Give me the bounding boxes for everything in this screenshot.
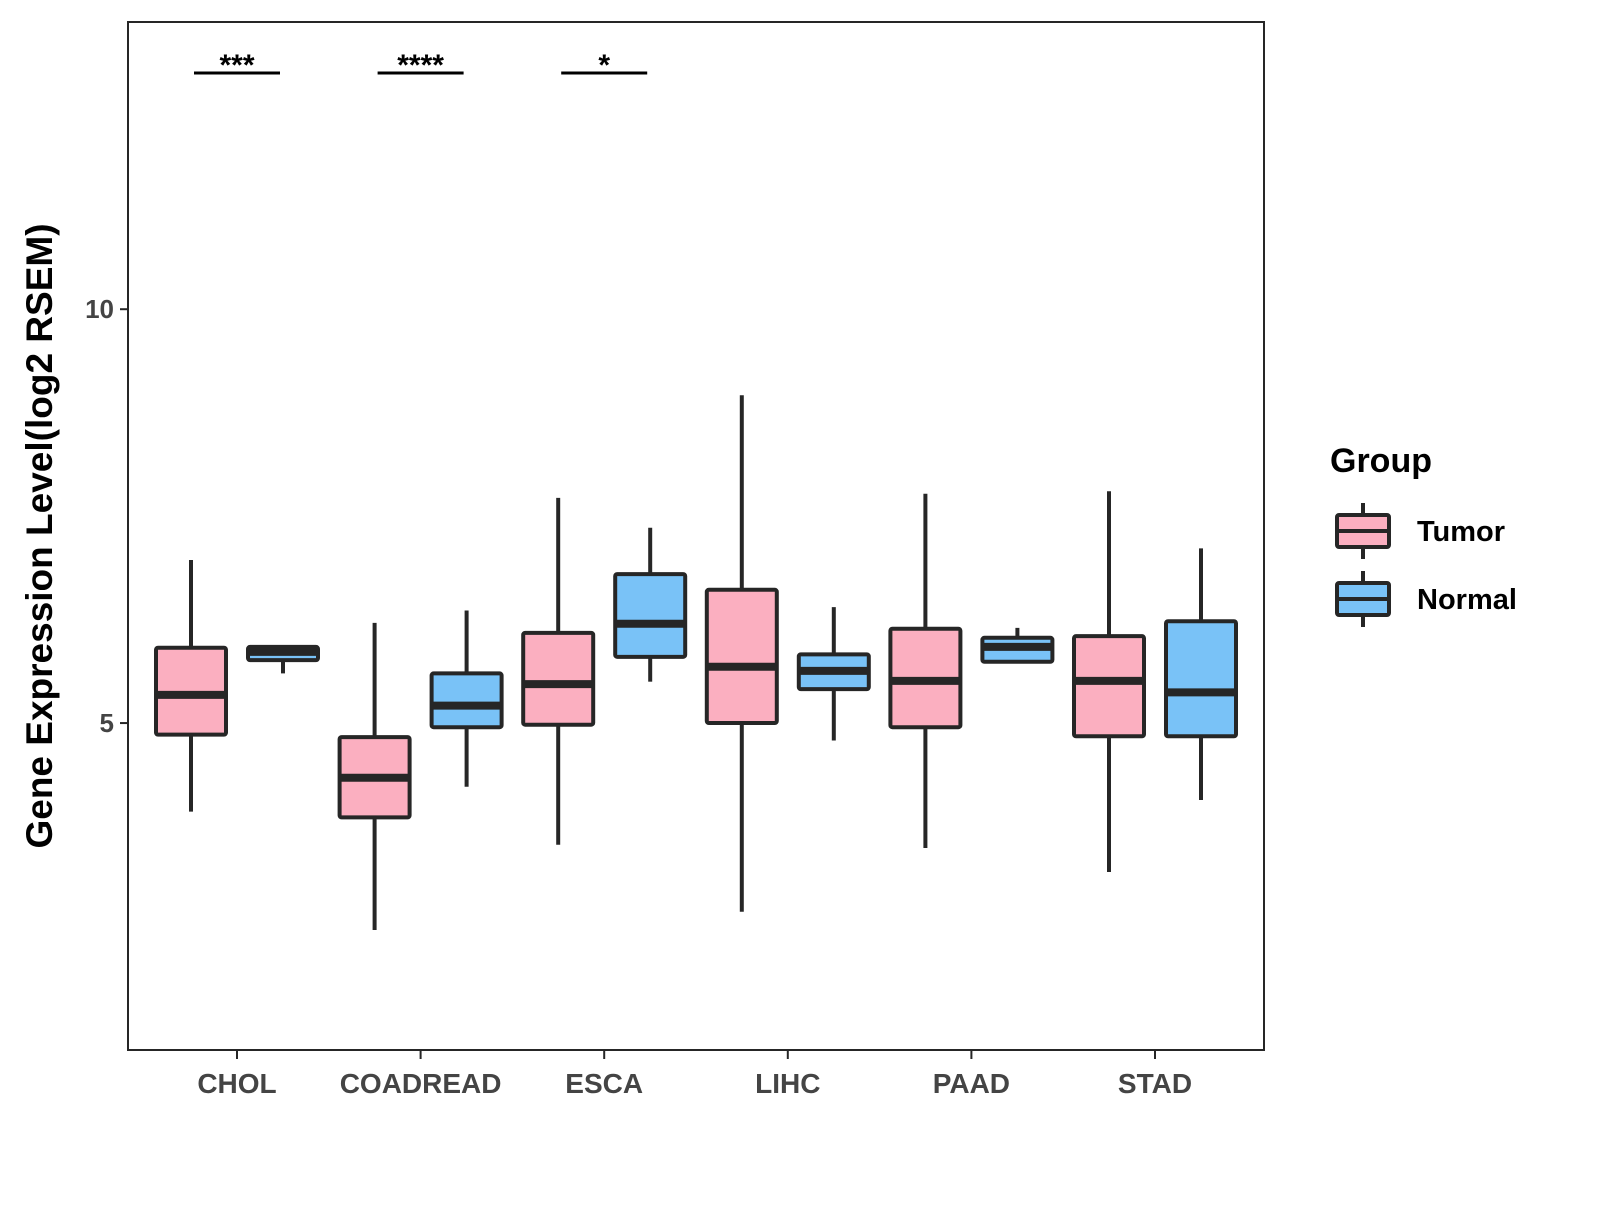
box-iqr xyxy=(1164,619,1238,739)
x-tick-label: PAAD xyxy=(933,1068,1010,1099)
box-iqr xyxy=(521,630,596,727)
x-tick-label: ESCA xyxy=(565,1068,643,1099)
box-normal-esca xyxy=(613,527,688,682)
legend-label: Tumor xyxy=(1417,516,1505,548)
legend-title: Group xyxy=(1330,442,1432,480)
box-iqr xyxy=(1072,634,1146,739)
box-normal-stad xyxy=(1164,548,1238,801)
significance-label: * xyxy=(598,49,610,82)
plot-panel xyxy=(127,21,1265,1051)
y-tick-label: 5 xyxy=(100,708,114,738)
box-tumor-paad xyxy=(888,493,963,849)
legend-item-tumor: Tumor xyxy=(1335,503,1505,559)
x-tick-label: STAD xyxy=(1118,1068,1192,1099)
box-normal-lihc xyxy=(796,607,871,741)
box-normal-coadread xyxy=(429,610,504,787)
box-normal-paad xyxy=(980,627,1055,664)
box-tumor-stad xyxy=(1072,491,1146,873)
box-iqr xyxy=(429,671,504,730)
x-tick-label: COADREAD xyxy=(340,1068,502,1099)
box-tumor-coadread xyxy=(337,622,412,930)
x-tick-label: LIHC xyxy=(755,1068,820,1099)
x-tick-label: CHOL xyxy=(197,1068,276,1099)
significance-label: **** xyxy=(397,49,444,82)
legend-label: Normal xyxy=(1417,584,1517,616)
box-tumor-esca xyxy=(521,497,596,845)
significance-label: *** xyxy=(219,49,254,82)
y-tick-label: 10 xyxy=(85,294,114,324)
box-tumor-chol xyxy=(154,560,228,812)
y-axis-title: Gene Expression Level(log2 RSEM) xyxy=(19,223,60,848)
box-normal-chol xyxy=(246,644,320,674)
box-iqr xyxy=(613,572,688,659)
legend-item-normal: Normal xyxy=(1335,571,1517,627)
box-tumor-lihc xyxy=(704,395,779,912)
box-iqr xyxy=(704,587,779,726)
